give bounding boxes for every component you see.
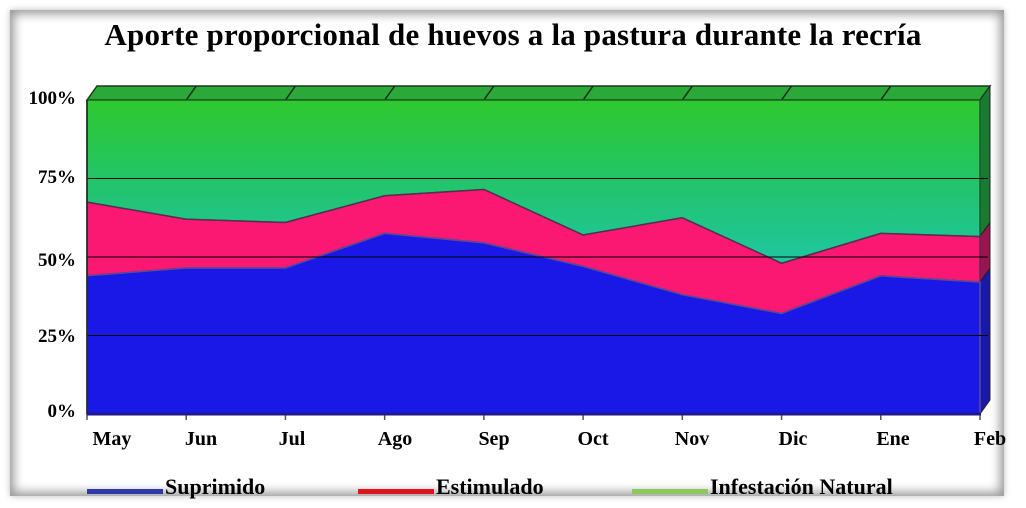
x-tick-label: Ene — [876, 428, 910, 450]
legend-label: Infestación Natural — [710, 474, 893, 499]
y-tick-label: 25% — [38, 326, 76, 347]
x-tick-label: Sep — [478, 428, 510, 450]
legend-item-suprimido: Suprimido — [87, 474, 265, 500]
y-tick-label: 0% — [47, 401, 77, 422]
x-tick-label: Nov — [674, 428, 710, 450]
legend-swatch-estimulado — [358, 488, 434, 494]
y-tick-label: 75% — [38, 167, 76, 188]
chart-top-3d-face — [85, 85, 992, 101]
x-tick-label: Jul — [278, 428, 306, 450]
x-tick-label: Feb — [973, 428, 1007, 450]
legend-label: Suprimido — [165, 474, 266, 499]
legend-label: Estimulado — [436, 474, 544, 499]
gridlines — [86, 100, 988, 414]
y-tick-label: 100% — [28, 88, 77, 109]
legend-item-estimulado: Estimulado — [358, 474, 544, 500]
x-tick-label: Ago — [377, 428, 413, 450]
legend-swatch-suprimido — [87, 488, 163, 494]
legend-item-infestacion-natural: Infestación Natural — [632, 474, 893, 500]
x-tick-label: Jun — [184, 428, 218, 450]
chart-title: Aporte proporcional de huevos a la pastu… — [104, 17, 922, 52]
legend-swatch-infestacion-natural — [632, 488, 708, 494]
x-tick-label: Dic — [778, 428, 808, 450]
y-tick-label: 50% — [38, 250, 76, 271]
x-tick-label: May — [92, 428, 132, 450]
x-tick-label: Oct — [577, 428, 609, 450]
chart-side-3d-face — [979, 84, 991, 416]
